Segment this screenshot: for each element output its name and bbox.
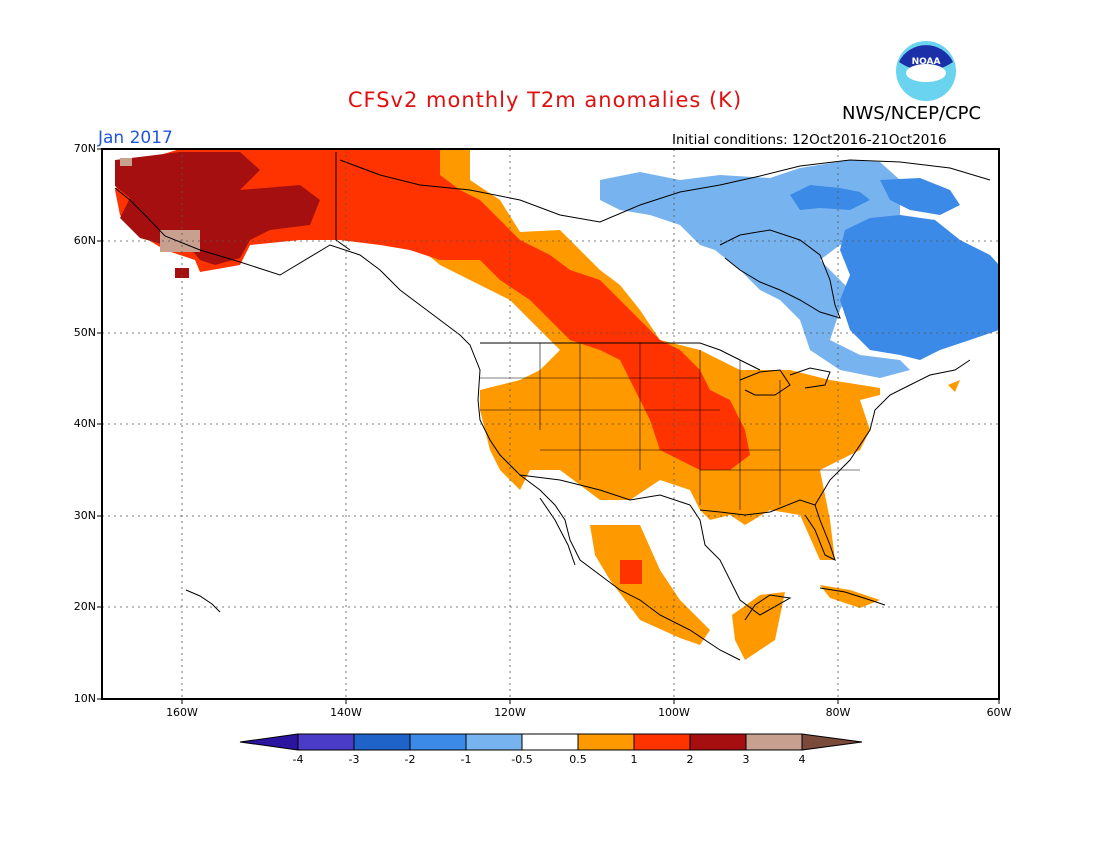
- colorbar-swatch: [689, 733, 747, 751]
- colorbar-swatch: [745, 733, 803, 751]
- lon-label: 160W: [166, 706, 198, 719]
- colorbar-swatch: [577, 733, 635, 751]
- colorbar-swatch: [633, 733, 691, 751]
- colorbar-label: -4: [292, 753, 304, 766]
- lat-label: 20N: [73, 600, 96, 613]
- lon-label: 120W: [494, 706, 526, 719]
- colorbar-label: 0.5: [569, 753, 587, 766]
- colorbar-label: -1: [460, 753, 472, 766]
- lat-label: 70N: [73, 142, 96, 155]
- organization-label: NWS/NCEP/CPC: [842, 103, 982, 124]
- colorbar-swatch: [465, 733, 523, 751]
- lon-label: 100W: [658, 706, 690, 719]
- anomaly-lightblue: [600, 160, 910, 378]
- colorbar-label: 3: [742, 753, 750, 766]
- state-borders: [480, 343, 860, 510]
- lat-label: 60N: [73, 234, 96, 247]
- colorbar-label: 4: [798, 753, 806, 766]
- lat-label: 50N: [73, 326, 96, 339]
- colorbar-label: -2: [404, 753, 416, 766]
- colorbar-arrow-low: [239, 733, 299, 751]
- colorbar-swatch: [409, 733, 467, 751]
- colorbar-swatch: [297, 733, 355, 751]
- lon-label: 140W: [330, 706, 362, 719]
- colorbar-arrow-high: [801, 733, 863, 751]
- axis-ticks: [97, 148, 1000, 704]
- colorbar-label: 1: [630, 753, 638, 766]
- lat-label: 10N: [73, 692, 96, 705]
- colorbar-label: -0.5: [511, 753, 533, 766]
- noaa-logo: NOAA: [896, 41, 956, 101]
- colorbar-label: 2: [686, 753, 694, 766]
- lat-label: 40N: [73, 417, 96, 430]
- logo-text: NOAA: [912, 57, 941, 67]
- lon-label: 80W: [825, 706, 851, 719]
- colorbar-swatch: [353, 733, 411, 751]
- colorbar-label: -3: [348, 753, 360, 766]
- colorbar: [239, 733, 863, 751]
- lat-label: 30N: [73, 509, 96, 522]
- map-title: CFSv2 monthly T2m anomalies (K): [347, 88, 743, 112]
- lon-label: 60W: [986, 706, 1012, 719]
- graticule: [102, 149, 999, 699]
- initial-conditions-label: Initial conditions: 12Oct2016-21Oct2016: [672, 132, 947, 148]
- colorbar-swatch: [521, 733, 579, 751]
- valid-month-label: Jan 2017: [98, 128, 173, 148]
- anomaly-blue: [790, 178, 999, 360]
